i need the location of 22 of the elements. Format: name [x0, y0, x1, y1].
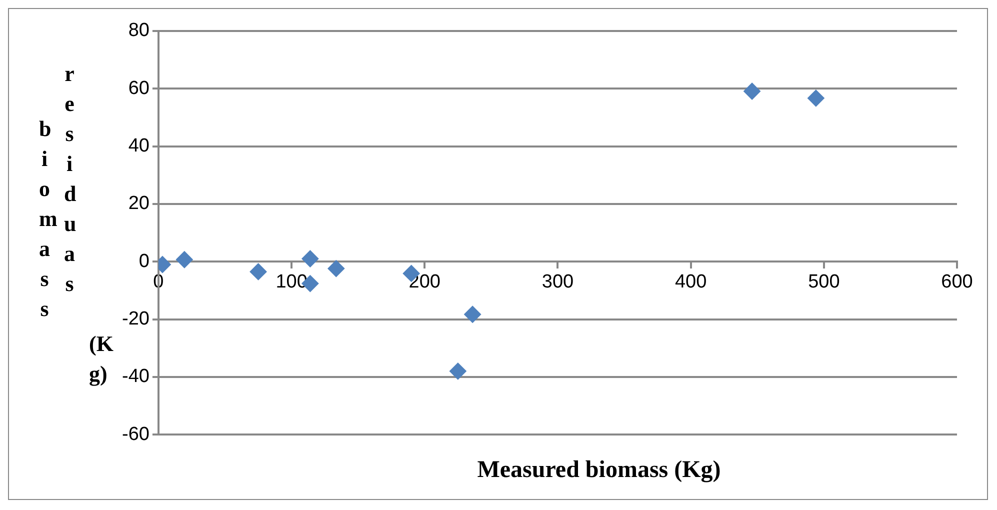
- point: [807, 90, 824, 107]
- y-tick-label: -40: [122, 366, 150, 388]
- point: [250, 263, 267, 280]
- point: [744, 82, 761, 100]
- point: [464, 306, 482, 323]
- y-tick-label: 40: [128, 136, 150, 157]
- y-tick-label: -20: [122, 308, 150, 330]
- x-tick-label: 500: [808, 271, 840, 292]
- x-axis-title: Measured biomass (Kg): [476, 457, 722, 484]
- y-tick-label: 20: [128, 193, 150, 214]
- text: biomass residuas (Kg): [39, 61, 114, 386]
- x-tick-label: 600: [941, 271, 973, 292]
- point: [302, 250, 319, 268]
- point: [176, 251, 193, 268]
- y-tick-label: -60: [122, 424, 150, 445]
- point: [449, 362, 466, 380]
- y-tick-label: 80: [128, 20, 150, 42]
- x-tick-label: 400: [674, 271, 707, 292]
- y-tick-label: 0: [138, 250, 150, 272]
- x-tick-label: 300: [542, 271, 574, 292]
- point: [328, 260, 345, 278]
- y-tick-label: 60: [128, 78, 150, 99]
